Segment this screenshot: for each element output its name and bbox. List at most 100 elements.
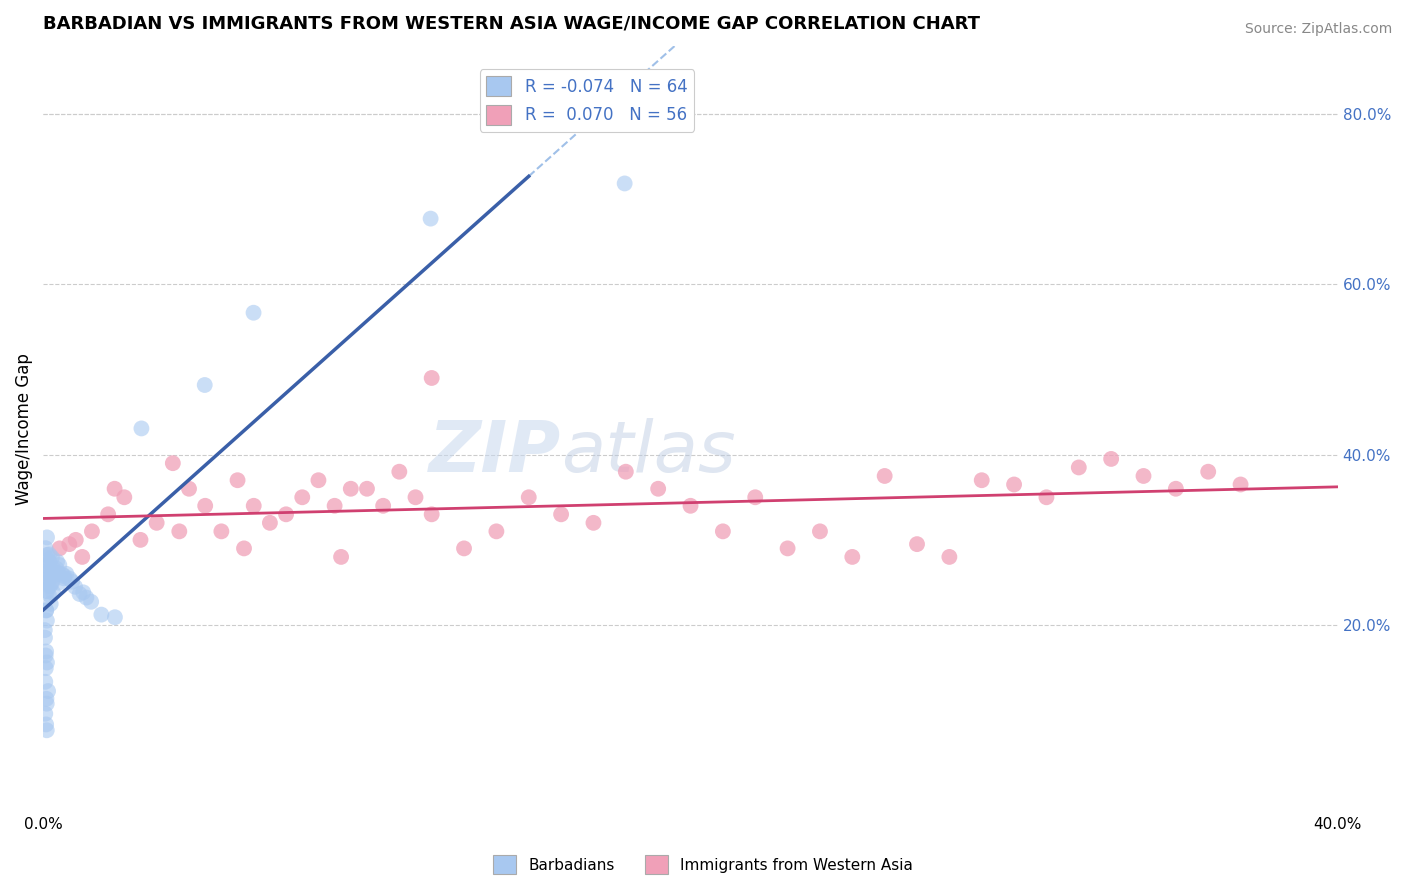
Point [233,541,256,556]
Point [65,533,87,547]
Point [34,648,56,663]
Point [53,569,76,583]
Point [70,549,93,564]
Point [330,549,353,564]
Point [69,587,91,601]
Point [38,588,60,602]
Point [177,482,200,496]
Point [938,549,960,564]
Point [35,717,58,731]
Point [711,524,734,539]
Point [80,524,103,539]
Point [169,524,191,539]
Point [34,674,56,689]
Point [388,465,411,479]
Point [35,573,58,587]
Point [48,541,70,556]
Point [339,482,361,496]
Point [226,473,249,487]
Point [34,631,56,645]
Point [873,469,896,483]
Point [45,566,67,581]
Point [104,482,127,496]
Point [37,548,59,562]
Point [38,579,60,593]
Point [420,371,443,385]
Point [35,656,58,670]
Legend: R = -0.074   N = 64, R =  0.070   N = 56: R = -0.074 N = 64, R = 0.070 N = 56 [479,70,695,132]
Point [307,473,329,487]
Point [58,537,80,551]
Point [582,516,605,530]
Legend: Barbadians, Immigrants from Western Asia: Barbadians, Immigrants from Western Asia [486,849,920,880]
Point [104,610,127,624]
Point [41,550,63,565]
Point [39,597,62,611]
Point [1067,460,1090,475]
Point [63,580,86,594]
Point [39,568,62,582]
Point [647,482,669,496]
Point [614,465,637,479]
Point [48,575,70,590]
Point [194,378,217,392]
Point [1229,477,1251,491]
Point [679,499,702,513]
Point [35,723,58,738]
Point [35,603,58,617]
Point [194,499,217,513]
Point [97,508,120,522]
Point [1099,451,1122,466]
Point [35,584,58,599]
Point [841,549,863,564]
Point [242,499,264,513]
Point [37,574,59,589]
Point [35,697,58,711]
Point [35,603,58,617]
Point [51,567,73,582]
Point [35,691,58,706]
Point [129,533,152,547]
Point [75,591,97,605]
Point [37,575,59,590]
Point [550,508,572,522]
Point [35,550,58,565]
Point [59,572,82,586]
Point [90,607,112,622]
Point [37,684,59,698]
Point [323,499,346,513]
Point [41,576,63,591]
Point [112,490,135,504]
Point [52,571,75,585]
Point [37,584,59,599]
Text: Source: ZipAtlas.com: Source: ZipAtlas.com [1244,22,1392,37]
Point [34,541,56,556]
Point [517,490,540,504]
Point [405,490,427,504]
Point [373,499,395,513]
Point [744,490,766,504]
Text: atlas: atlas [561,417,735,487]
Point [48,558,70,572]
Point [453,541,475,556]
Point [45,562,67,576]
Point [162,456,184,470]
Point [55,566,77,581]
Point [274,508,297,522]
Point [35,614,58,628]
Point [1197,465,1219,479]
Point [72,585,94,599]
Y-axis label: Wage/Income Gap: Wage/Income Gap [15,353,32,505]
Point [420,508,443,522]
Point [209,524,232,539]
Point [970,473,993,487]
Point [35,530,58,544]
Point [1002,477,1025,491]
Point [38,555,60,569]
Point [145,516,167,530]
Point [46,566,69,581]
Text: BARBADIAN VS IMMIGRANTS FROM WESTERN ASIA WAGE/INCOME GAP CORRELATION CHART: BARBADIAN VS IMMIGRANTS FROM WESTERN ASI… [44,15,980,33]
Point [35,566,58,580]
Point [1164,482,1187,496]
Point [60,574,83,589]
